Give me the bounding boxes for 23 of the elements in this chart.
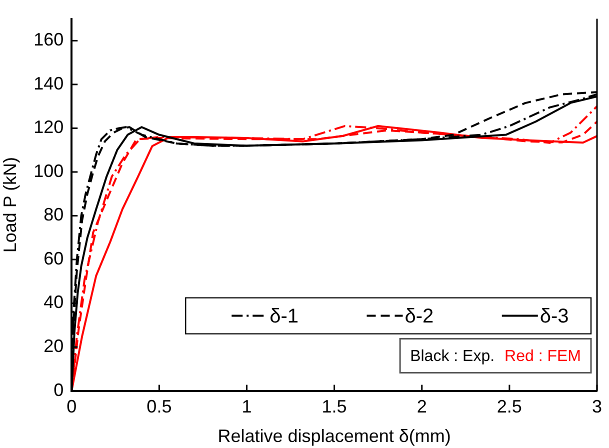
x-tick-label: 2 — [416, 396, 427, 417]
legend-label: δ-2 — [404, 305, 434, 328]
y-tick-label: 40 — [44, 292, 64, 312]
x-tick-label: 1.5 — [322, 396, 347, 417]
x-tick-label: 3 — [592, 396, 602, 417]
x-axis-title: Relative displacement δ(mm) — [218, 426, 451, 446]
x-tick-label: 0.5 — [146, 396, 172, 417]
y-tick-label: 100 — [34, 160, 64, 181]
annotation: Black : Exp. — [410, 348, 495, 366]
y-tick-label: 60 — [44, 248, 64, 268]
x-tick-label: 1 — [242, 396, 252, 417]
y-tick-label: 0 — [54, 380, 64, 400]
legend-label: δ-1 — [270, 305, 299, 328]
y-tick-label: 140 — [34, 73, 64, 94]
y-tick-label: 80 — [44, 204, 64, 225]
annotation: Red : FEM — [504, 348, 582, 366]
y-tick-label: 20 — [44, 336, 64, 356]
x-tick-label: 0 — [66, 396, 77, 417]
x-tick-label: 2.5 — [496, 396, 522, 417]
y-tick-label: 120 — [34, 117, 64, 138]
y-tick-label: 160 — [34, 30, 64, 50]
legend-label: δ-3 — [540, 305, 569, 328]
y-axis-title: Load P (kN) — [0, 156, 20, 253]
